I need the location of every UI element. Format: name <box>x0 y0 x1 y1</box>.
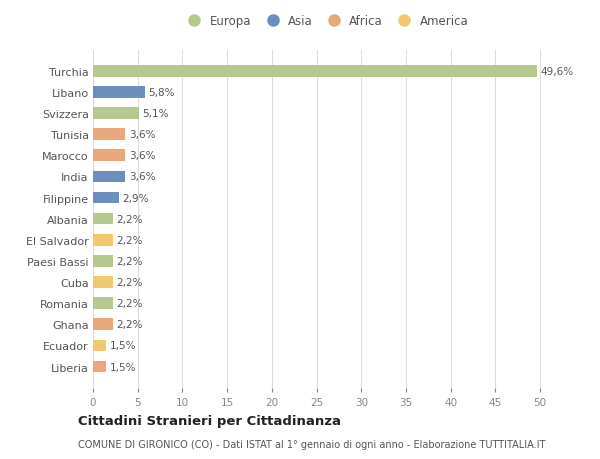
Bar <box>93 256 113 267</box>
Bar <box>93 150 125 162</box>
Text: 5,8%: 5,8% <box>148 88 175 98</box>
Text: 2,2%: 2,2% <box>116 298 143 308</box>
Text: Cittadini Stranieri per Cittadinanza: Cittadini Stranieri per Cittadinanza <box>78 414 341 428</box>
Bar <box>93 192 119 204</box>
Text: COMUNE DI GIRONICO (CO) - Dati ISTAT al 1° gennaio di ogni anno - Elaborazione T: COMUNE DI GIRONICO (CO) - Dati ISTAT al … <box>78 440 545 449</box>
Text: 2,9%: 2,9% <box>122 193 149 203</box>
Text: 2,2%: 2,2% <box>116 235 143 245</box>
Bar <box>93 213 113 225</box>
Text: 3,6%: 3,6% <box>129 130 155 140</box>
Legend: Europa, Asia, Africa, America: Europa, Asia, Africa, America <box>180 12 471 30</box>
Text: 2,2%: 2,2% <box>116 277 143 287</box>
Text: 1,5%: 1,5% <box>110 341 136 351</box>
Bar <box>93 277 113 288</box>
Bar <box>93 298 113 309</box>
Bar <box>93 319 113 330</box>
Text: 5,1%: 5,1% <box>142 109 169 119</box>
Bar <box>93 108 139 120</box>
Bar <box>93 87 145 99</box>
Bar <box>93 235 113 246</box>
Bar <box>93 171 125 183</box>
Text: 1,5%: 1,5% <box>110 362 136 372</box>
Text: 2,2%: 2,2% <box>116 319 143 330</box>
Bar <box>93 129 125 140</box>
Text: 2,2%: 2,2% <box>116 256 143 266</box>
Text: 3,6%: 3,6% <box>129 151 155 161</box>
Text: 49,6%: 49,6% <box>540 67 573 77</box>
Bar <box>93 66 536 78</box>
Bar <box>93 340 106 352</box>
Text: 2,2%: 2,2% <box>116 214 143 224</box>
Text: 3,6%: 3,6% <box>129 172 155 182</box>
Bar <box>93 361 106 373</box>
